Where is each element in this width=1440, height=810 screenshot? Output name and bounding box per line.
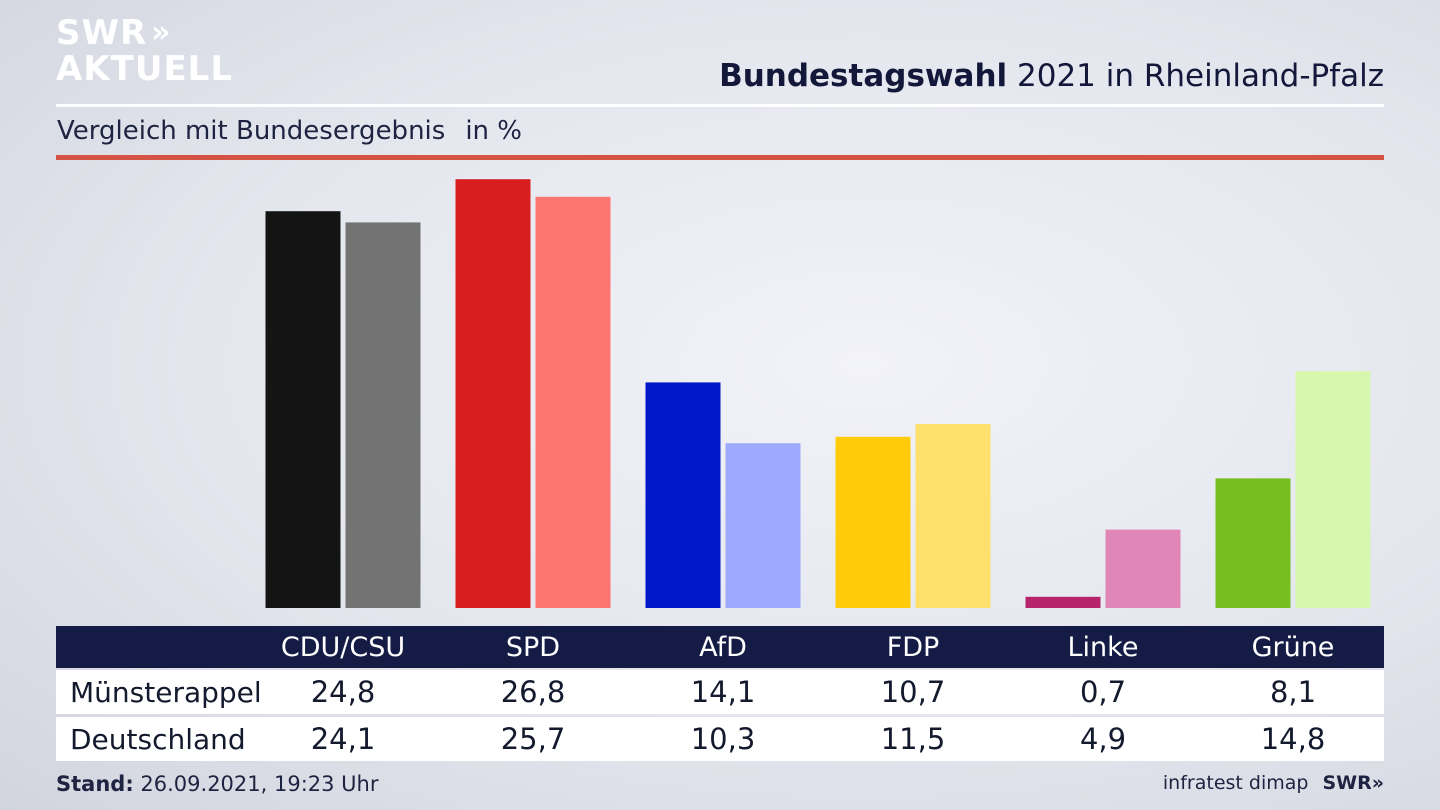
- row-label-deutschland: Deutschland: [70, 722, 246, 756]
- subtitle-text: Vergleich mit Bundesergebnis: [57, 116, 446, 146]
- column-header: SPD: [505, 631, 561, 663]
- data-label: 10,3: [690, 722, 756, 756]
- title-bold: Bundestagswahl: [719, 58, 1008, 94]
- data-label: 4,9: [1079, 722, 1127, 756]
- bar-gr-ne-deutschland: [1295, 371, 1371, 608]
- bar-linke-muensterappel: [1025, 596, 1101, 608]
- bar-cdu-csu-deutschland: [345, 222, 421, 608]
- subtitle-divider: [56, 155, 1384, 160]
- row-label-muensterappel: Münsterappel: [70, 675, 262, 709]
- column-header: FDP: [886, 631, 940, 663]
- page-title: Bundestagswahl 2021 in Rheinland-Pfalz: [719, 58, 1384, 94]
- stand-label: Stand:: [56, 772, 134, 796]
- table-header: CDU/CSU SPD AfD FDP Linke Grüne: [56, 626, 1384, 668]
- column-header: AfD: [699, 631, 747, 663]
- footer-source: infratest dimap SWR»: [1163, 772, 1384, 794]
- table-row: Münsterappel 24,8 26,8 14,1 10,7 0,7 8,1: [56, 670, 1384, 714]
- bar-fdp-deutschland: [915, 424, 991, 608]
- column-header: Linke: [1067, 631, 1139, 663]
- data-label: 26,8: [500, 675, 566, 709]
- data-label: 24,8: [310, 675, 376, 709]
- swr-aktuell-logo: SWR» AKTUELL: [56, 16, 233, 86]
- bar-afd-deutschland: [725, 443, 801, 608]
- bar-cdu-csu-muensterappel: [265, 211, 341, 608]
- bar-linke-deutschland: [1105, 529, 1181, 608]
- bar-spd-deutschland: [535, 196, 611, 609]
- bar-gr-ne-muensterappel: [1215, 478, 1291, 608]
- chart-subtitle: Vergleich mit Bundesergebnis in %: [57, 116, 522, 146]
- subtitle-unit: in %: [465, 116, 522, 146]
- bar-afd-muensterappel: [645, 382, 721, 608]
- logo-swr-text: SWR: [56, 13, 148, 53]
- title-rest: 2021 in Rheinland-Pfalz: [1007, 58, 1384, 94]
- bar-spd-muensterappel: [455, 179, 531, 608]
- footer-timestamp: Stand: 26.09.2021, 19:23 Uhr: [56, 772, 379, 796]
- data-label: 0,7: [1079, 675, 1127, 709]
- bar-fdp-muensterappel: [835, 436, 911, 608]
- swr-brand-logo: SWR»: [1322, 772, 1384, 794]
- column-header: Grüne: [1251, 631, 1335, 663]
- header-divider: [56, 104, 1384, 107]
- stand-value: 26.09.2021, 19:23 Uhr: [133, 772, 379, 796]
- logo-aktuell-text: AKTUELL: [56, 49, 234, 89]
- data-label: 25,7: [500, 722, 566, 756]
- data-label: 24,1: [310, 722, 376, 756]
- data-label: 10,7: [880, 675, 946, 709]
- data-label: 14,8: [1260, 722, 1326, 756]
- column-header: CDU/CSU: [280, 631, 406, 663]
- data-label: 14,1: [690, 675, 756, 709]
- data-label: 11,5: [880, 722, 946, 756]
- data-label: 8,1: [1269, 675, 1317, 709]
- table-row: Deutschland 24,1 25,7 10,3 11,5 4,9 14,8: [56, 717, 1384, 761]
- source-text: infratest dimap: [1162, 772, 1309, 794]
